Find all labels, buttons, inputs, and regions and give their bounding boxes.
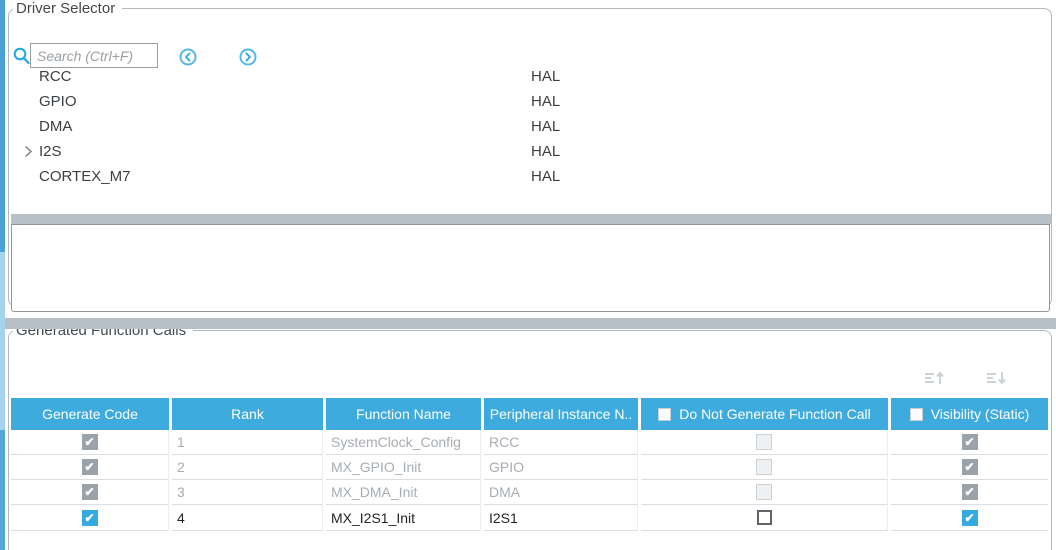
visibility-checkbox[interactable]: [961, 509, 978, 526]
generated-function-calls-group: Generated Function Calls: [8, 322, 1052, 550]
mode-panel-header-bar: [11, 214, 1051, 224]
column-header[interactable]: Generate Code: [11, 398, 169, 430]
function-name-cell[interactable]: MX_I2S1_Init: [326, 505, 481, 531]
tree-item[interactable]: CORTEX_M7 HAL: [9, 164, 1049, 189]
tree-item-label: GPIO: [39, 93, 77, 110]
tree-item[interactable]: I2S HAL: [9, 139, 1049, 164]
generate-code-cell: [11, 455, 169, 480]
do-not-generate-checkbox: [756, 459, 772, 475]
function-name-cell: MX_GPIO_Init: [326, 455, 481, 480]
do-not-generate-cell: [641, 455, 888, 480]
table-row[interactable]: 4 MX_I2S1_Init I2S1: [11, 505, 1049, 531]
do-not-generate-checkbox[interactable]: [756, 510, 772, 525]
tree-item-driver-label: HAL: [531, 143, 561, 160]
tree-item-driver-label: HAL: [531, 118, 561, 135]
visibility-checkbox: [961, 434, 978, 450]
window-edge-accent: [0, 0, 5, 550]
tree-item-label: CORTEX_M7: [39, 168, 131, 185]
visibility-checkbox: [961, 459, 978, 475]
visibility-checkbox: [961, 484, 978, 500]
table-row[interactable]: 2 MX_GPIO_Init GPIO: [11, 455, 1049, 480]
tree-item-driver-label: HAL: [531, 68, 561, 85]
function-name-cell: SystemClock_Config: [326, 430, 481, 455]
column-header-label: Rank: [231, 406, 264, 422]
generate-code-checkbox: [81, 459, 98, 475]
tree-item[interactable]: GPIO HAL: [9, 89, 1049, 114]
column-header-label: Generate Code: [42, 406, 138, 422]
column-header-label: Peripheral Instance N..: [489, 406, 633, 422]
table-body: 1 SystemClock_Config RCC 2 MX_GPIO_Init …: [11, 430, 1049, 531]
search-input[interactable]: [30, 43, 158, 68]
chevron-right-icon[interactable]: [23, 145, 33, 158]
peripheral-instance-cell: DMA: [484, 480, 638, 505]
rank-cell: 1: [172, 430, 323, 455]
previous-match-button[interactable]: [179, 48, 197, 66]
column-header-label: Do Not Generate Function Call: [679, 406, 871, 422]
tree-item-label: I2S: [39, 143, 62, 160]
table-row[interactable]: 1 SystemClock_Config RCC: [11, 430, 1049, 455]
peripheral-instance-cell: GPIO: [484, 455, 638, 480]
tree-item[interactable]: RCC HAL: [9, 64, 1049, 89]
driver-selector-title: Driver Selector: [16, 0, 116, 17]
visibility-cell: [891, 430, 1048, 455]
column-header[interactable]: Peripheral Instance N..: [484, 398, 638, 430]
rank-cell: 2: [172, 455, 323, 480]
mode-detail-panel: [11, 224, 1050, 312]
generate-code-cell: [11, 480, 169, 505]
driver-selector-group: Driver Selector RCC HAL: [8, 0, 1052, 312]
tree-item-label: DMA: [39, 118, 73, 135]
horizontal-splitter[interactable]: [0, 318, 1056, 329]
column-header[interactable]: Rank: [172, 398, 323, 430]
generate-code-checkbox: [81, 434, 98, 450]
rank-cell[interactable]: 4: [172, 505, 323, 531]
do-not-generate-checkbox: [756, 434, 772, 450]
tree-item[interactable]: DMA HAL: [9, 114, 1049, 139]
column-header[interactable]: Visibility (Static): [891, 398, 1048, 430]
visibility-cell: [891, 505, 1048, 531]
generate-code-checkbox[interactable]: [81, 509, 98, 526]
visibility-cell: [891, 480, 1048, 505]
generate-code-cell: [11, 430, 169, 455]
tree-item-driver-label: HAL: [531, 168, 561, 185]
visibility-cell: [891, 455, 1048, 480]
rank-cell: 3: [172, 480, 323, 505]
search-icon: [12, 46, 32, 71]
driver-tree: RCC HAL GPIO HAL DMA HAL I2S HAL: [9, 64, 1049, 189]
do-not-generate-cell: [641, 505, 888, 531]
function-name-cell: MX_DMA_Init: [326, 480, 481, 505]
generate-code-checkbox: [81, 484, 98, 500]
do-not-generate-checkbox: [756, 484, 772, 500]
table-header-row: Generate Code Rank Function Name Periphe…: [11, 398, 1049, 430]
column-header-checkbox[interactable]: [658, 407, 672, 421]
tree-item-driver-label: HAL: [531, 93, 561, 110]
column-header-checkbox[interactable]: [909, 407, 923, 421]
next-match-button[interactable]: [239, 48, 257, 66]
peripheral-instance-cell: RCC: [484, 430, 638, 455]
column-header[interactable]: Function Name: [326, 398, 481, 430]
generate-code-cell: [11, 505, 169, 531]
column-header[interactable]: Do Not Generate Function Call: [641, 398, 888, 430]
do-not-generate-cell: [641, 430, 888, 455]
do-not-generate-cell: [641, 480, 888, 505]
table-row[interactable]: 3 MX_DMA_Init DMA: [11, 480, 1049, 505]
peripheral-instance-cell[interactable]: I2S1: [484, 505, 638, 531]
tree-item-label: RCC: [39, 68, 72, 85]
move-up-sort-ascending-icon[interactable]: [923, 370, 947, 388]
column-header-label: Function Name: [356, 406, 451, 422]
column-header-label: Visibility (Static): [930, 406, 1030, 422]
move-down-sort-descending-icon[interactable]: [985, 370, 1009, 388]
